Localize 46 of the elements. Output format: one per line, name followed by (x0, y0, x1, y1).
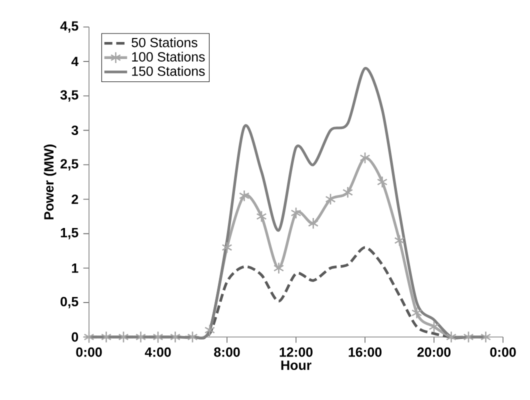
x-tick-label: 0:00 (76, 347, 102, 357)
point (238, 190, 250, 202)
point (446, 330, 457, 344)
point (100, 330, 112, 344)
point (394, 234, 405, 247)
y-tick-label: 2 (72, 194, 78, 204)
point (428, 320, 440, 333)
point (135, 330, 146, 344)
point (308, 217, 319, 230)
point (290, 206, 302, 220)
point (256, 210, 267, 222)
legend-label: 50 Stations (132, 37, 198, 48)
x-tick-label: 4:00 (144, 347, 171, 357)
x-tick-label: 0:00 (490, 347, 516, 357)
point (480, 330, 492, 344)
y-tick-label: 0 (72, 332, 78, 342)
y-tick-label: 3,5 (60, 90, 78, 102)
y-tick-label: 0,5 (60, 296, 78, 308)
point (187, 330, 198, 344)
y-tick-label: 4,5 (60, 21, 78, 33)
x-tick-label: 12:00 (280, 347, 313, 357)
legend-label: 150 Stations (132, 66, 205, 76)
legend-label: 100 Stations (132, 52, 205, 62)
point (411, 306, 422, 319)
x-tick-label: 20:00 (417, 347, 451, 357)
point (342, 186, 354, 198)
point (204, 324, 216, 336)
x-tick-label: 8:00 (214, 347, 240, 357)
point (222, 241, 232, 254)
x-tick-label: 16:00 (348, 347, 382, 357)
point (84, 330, 94, 344)
y-tick-label: 2,5 (60, 159, 78, 170)
x-axis-title: Hour (281, 360, 312, 370)
y-tick-label: 1,5 (60, 228, 78, 240)
point (170, 330, 181, 344)
y-tick-label: 3 (72, 126, 78, 136)
point (152, 330, 164, 344)
y-tick-label: 4 (71, 56, 79, 66)
point (273, 262, 284, 274)
point (360, 152, 370, 164)
point (325, 193, 336, 206)
point (463, 330, 474, 344)
point (376, 176, 388, 188)
y-axis-title: Power (MW) (44, 144, 56, 220)
y-tick-label: 1 (72, 264, 78, 273)
point (118, 330, 129, 344)
